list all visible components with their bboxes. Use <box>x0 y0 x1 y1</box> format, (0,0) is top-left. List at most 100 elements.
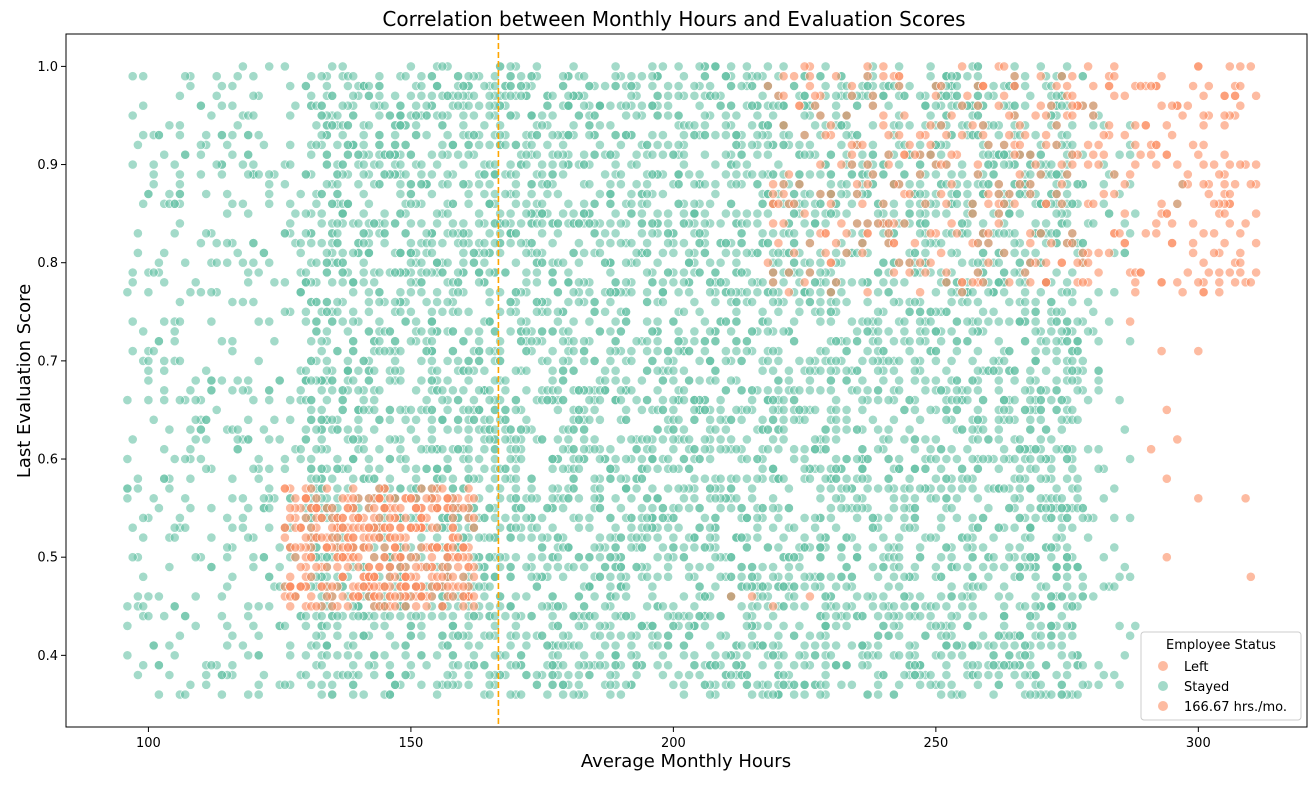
data-point-stayed <box>559 258 568 267</box>
data-point-stayed <box>606 268 615 277</box>
data-point-stayed <box>616 504 625 513</box>
data-point-stayed <box>406 62 415 71</box>
data-point-stayed <box>627 199 636 208</box>
data-point-stayed <box>522 268 531 277</box>
data-point-stayed <box>963 180 972 189</box>
data-point-stayed <box>658 670 667 679</box>
data-point-stayed <box>816 690 825 699</box>
data-point-stayed <box>228 337 237 346</box>
data-point-stayed <box>559 464 568 473</box>
data-point-stayed <box>270 337 279 346</box>
data-point-stayed <box>1031 445 1040 454</box>
data-point-stayed <box>1015 317 1024 326</box>
data-point-stayed <box>601 562 610 571</box>
data-point-stayed <box>475 582 484 591</box>
data-point-stayed <box>275 435 284 444</box>
data-point-stayed <box>191 435 200 444</box>
data-point-stayed <box>958 170 967 179</box>
data-point-stayed <box>763 621 772 630</box>
data-point-stayed <box>889 297 898 306</box>
data-point-stayed <box>685 258 694 267</box>
data-point-stayed <box>916 680 925 689</box>
data-point-stayed <box>1021 641 1030 650</box>
data-point-stayed <box>905 121 914 130</box>
data-point-stayed <box>732 661 741 670</box>
data-point-stayed <box>732 111 741 120</box>
data-point-stayed <box>496 347 505 356</box>
data-point-stayed <box>658 651 667 660</box>
data-point-stayed <box>910 494 919 503</box>
data-point-stayed <box>569 317 578 326</box>
data-point-stayed <box>595 533 604 542</box>
data-point-stayed <box>307 91 316 100</box>
data-point-stayed <box>569 445 578 454</box>
data-point-stayed <box>580 248 589 257</box>
data-point-stayed <box>202 189 211 198</box>
data-point-stayed <box>874 317 883 326</box>
data-point-stayed <box>202 415 211 424</box>
data-point-stayed <box>511 396 520 405</box>
data-point-stayed <box>265 170 274 179</box>
data-point-stayed <box>128 268 137 277</box>
data-point-stayed <box>963 72 972 81</box>
data-point-stayed <box>532 523 541 532</box>
data-point-stayed <box>1026 366 1035 375</box>
data-point-stayed <box>853 425 862 434</box>
data-point-stayed <box>543 140 552 149</box>
data-point-stayed <box>952 81 961 90</box>
data-point-stayed <box>679 239 688 248</box>
data-point-stayed <box>1063 543 1072 552</box>
data-point-stayed <box>706 199 715 208</box>
data-point-stayed <box>244 504 253 513</box>
data-point-stayed <box>590 307 599 316</box>
data-point-stayed <box>485 582 494 591</box>
data-point-stayed <box>611 612 620 621</box>
data-point-stayed <box>805 189 814 198</box>
data-point-stayed <box>748 396 757 405</box>
data-point-stayed <box>742 62 751 71</box>
data-point-stayed <box>979 562 988 571</box>
data-point-stayed <box>181 150 190 159</box>
data-point-stayed <box>364 91 373 100</box>
data-point-stayed <box>559 661 568 670</box>
data-point-stayed <box>685 464 694 473</box>
data-point-stayed <box>606 572 615 581</box>
data-point-stayed <box>937 553 946 562</box>
data-point-stayed <box>905 474 914 483</box>
data-point-stayed <box>485 690 494 699</box>
data-point-stayed <box>664 209 673 218</box>
data-point-stayed <box>485 199 494 208</box>
data-point-stayed <box>1000 288 1009 297</box>
data-point-stayed <box>994 464 1003 473</box>
data-point-stayed <box>175 297 184 306</box>
data-point-stayed <box>522 562 531 571</box>
data-point-stayed <box>895 562 904 571</box>
data-point-stayed <box>1015 258 1024 267</box>
data-point-stayed <box>338 396 347 405</box>
data-point-stayed <box>916 209 925 218</box>
data-point-stayed <box>958 592 967 601</box>
data-point-stayed <box>900 91 909 100</box>
data-point-stayed <box>160 612 169 621</box>
data-point-stayed <box>217 592 226 601</box>
data-point-stayed <box>144 356 153 365</box>
data-point-stayed <box>790 454 799 463</box>
data-point-stayed <box>553 189 562 198</box>
data-point-stayed <box>853 543 862 552</box>
data-point-stayed <box>217 376 226 385</box>
data-point-stayed <box>254 317 263 326</box>
data-point-stayed <box>401 140 410 149</box>
data-point-stayed <box>459 248 468 257</box>
data-point-stayed <box>595 651 604 660</box>
data-point-stayed <box>853 592 862 601</box>
data-point-stayed <box>1015 189 1024 198</box>
data-point-stayed <box>511 553 520 562</box>
data-point-stayed <box>627 435 636 444</box>
data-point-stayed <box>254 356 263 365</box>
data-point-stayed <box>679 219 688 228</box>
data-point-stayed <box>616 140 625 149</box>
data-point-stayed <box>585 553 594 562</box>
data-point-stayed <box>217 101 226 110</box>
data-point-stayed <box>643 523 652 532</box>
data-point-stayed <box>721 121 730 130</box>
